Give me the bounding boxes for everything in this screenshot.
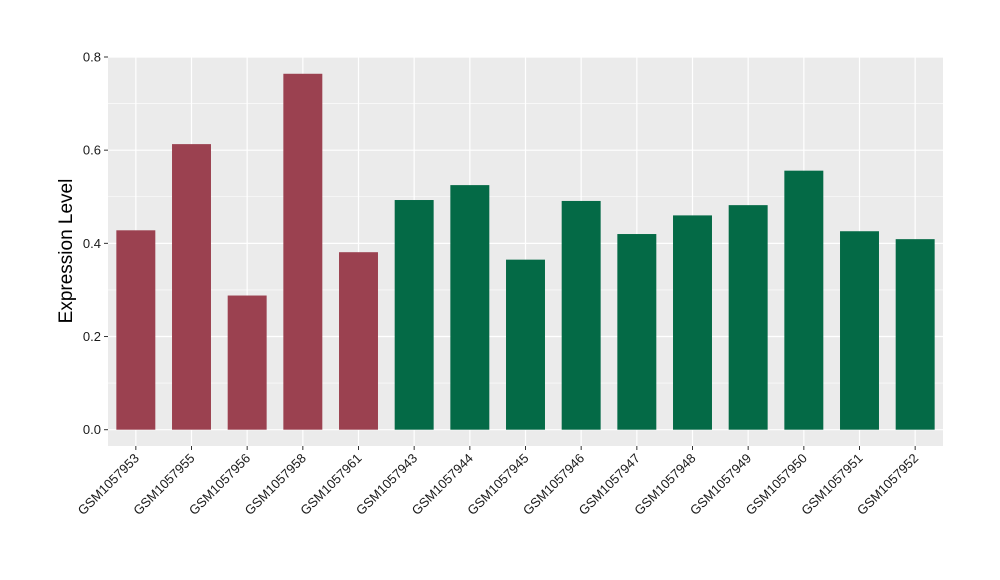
- bar-gsm1057956: [227, 295, 267, 430]
- bars: [116, 73, 935, 430]
- bar-gsm1057943: [394, 200, 434, 430]
- y-tick-label: 0.2: [83, 329, 101, 344]
- bar-gsm1057946: [561, 200, 601, 430]
- bar-gsm1057948: [673, 215, 712, 430]
- bar-gsm1057953: [116, 230, 156, 430]
- y-tick-label: 0.4: [83, 236, 101, 251]
- bar-gsm1057944: [450, 185, 490, 430]
- bar-gsm1057961: [339, 252, 378, 430]
- bar-gsm1057958: [283, 73, 323, 430]
- y-axis-title: Expression Level: [56, 179, 77, 324]
- x-axis: GSM1057953GSM1057955GSM1057956GSM1057958…: [75, 446, 921, 518]
- y-tick-label: 0.6: [83, 143, 101, 158]
- y-axis: 0.0 0.2 0.4 0.6 0.8: [83, 50, 108, 437]
- y-tick-label: 0.8: [83, 50, 101, 65]
- bar-gsm1057945: [506, 259, 545, 430]
- bar-gsm1057955: [172, 144, 211, 430]
- bar-gsm1057950: [784, 170, 824, 430]
- bar-gsm1057947: [617, 234, 657, 430]
- bar-gsm1057952: [895, 239, 935, 430]
- bar-gsm1057949: [728, 205, 768, 430]
- y-tick-label: 0.0: [83, 422, 101, 437]
- bar-gsm1057951: [840, 231, 879, 430]
